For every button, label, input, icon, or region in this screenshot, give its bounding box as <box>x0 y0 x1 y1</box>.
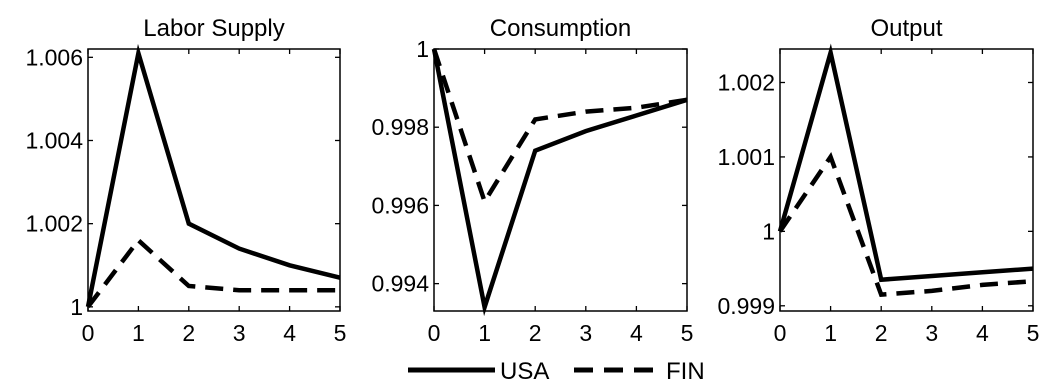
chart-title: Labor Supply <box>143 15 284 42</box>
series-line-fin <box>86 236 340 309</box>
y-tick-label: 0.994 <box>371 271 429 297</box>
x-tick-label: 2 <box>529 320 542 346</box>
x-tick-label: 5 <box>334 320 347 346</box>
chart-output: Output 0 1 2 3 4 5 0.999 1 1.001 1.002 <box>717 15 1039 346</box>
y-tick-label: 0.999 <box>717 293 775 319</box>
y-tick-label: 1 <box>70 294 83 320</box>
y-tick-label: 0.998 <box>371 114 429 140</box>
y-tick-label: 0.996 <box>371 192 429 218</box>
y-tick-label: 1.002 <box>25 211 83 237</box>
legend: USA FIN <box>408 358 705 381</box>
x-tick-label: 1 <box>824 320 837 346</box>
x-tick-label: 5 <box>1027 320 1040 346</box>
x-tick-label: 3 <box>233 320 246 346</box>
y-tick-label: 1.006 <box>25 44 83 70</box>
x-tick-label: 0 <box>774 320 787 346</box>
legend-usa-label: USA <box>500 358 549 381</box>
x-tick-label: 0 <box>82 320 95 346</box>
x-tick-label: 0 <box>428 320 441 346</box>
x-tick-label: 3 <box>925 320 938 346</box>
y-tick-label: 1.002 <box>717 69 775 95</box>
legend-fin-label: FIN <box>666 358 705 381</box>
x-tick-label: 2 <box>182 320 195 346</box>
x-tick-label: 4 <box>976 320 989 346</box>
y-tick-label: 1 <box>416 36 429 62</box>
x-tick-label: 5 <box>681 320 694 346</box>
chart-consumption: Consumption 0 1 2 3 4 5 0.994 0.996 0.998 1 <box>371 15 693 346</box>
series-line-usa <box>85 43 341 308</box>
series-line-usa <box>431 48 688 317</box>
x-tick-label: 1 <box>478 320 491 346</box>
axes-box <box>433 48 688 312</box>
series-line-fin <box>778 152 1034 297</box>
y-tick-label: 1.001 <box>717 144 775 170</box>
series-line-usa <box>777 43 1034 283</box>
x-tick-label: 2 <box>875 320 888 346</box>
y-tick-label: 1.004 <box>25 127 83 153</box>
axes-box <box>779 48 1034 312</box>
x-tick-label: 4 <box>283 320 296 346</box>
axes-box <box>87 48 341 312</box>
chart-title: Consumption <box>490 15 631 42</box>
x-tick-label: 4 <box>630 320 643 346</box>
x-tick-label: 1 <box>132 320 145 346</box>
series-line-fin <box>431 48 688 207</box>
y-tick-label: 1 <box>762 218 775 244</box>
x-tick-label: 3 <box>579 320 592 346</box>
chart-title: Output <box>870 15 942 42</box>
